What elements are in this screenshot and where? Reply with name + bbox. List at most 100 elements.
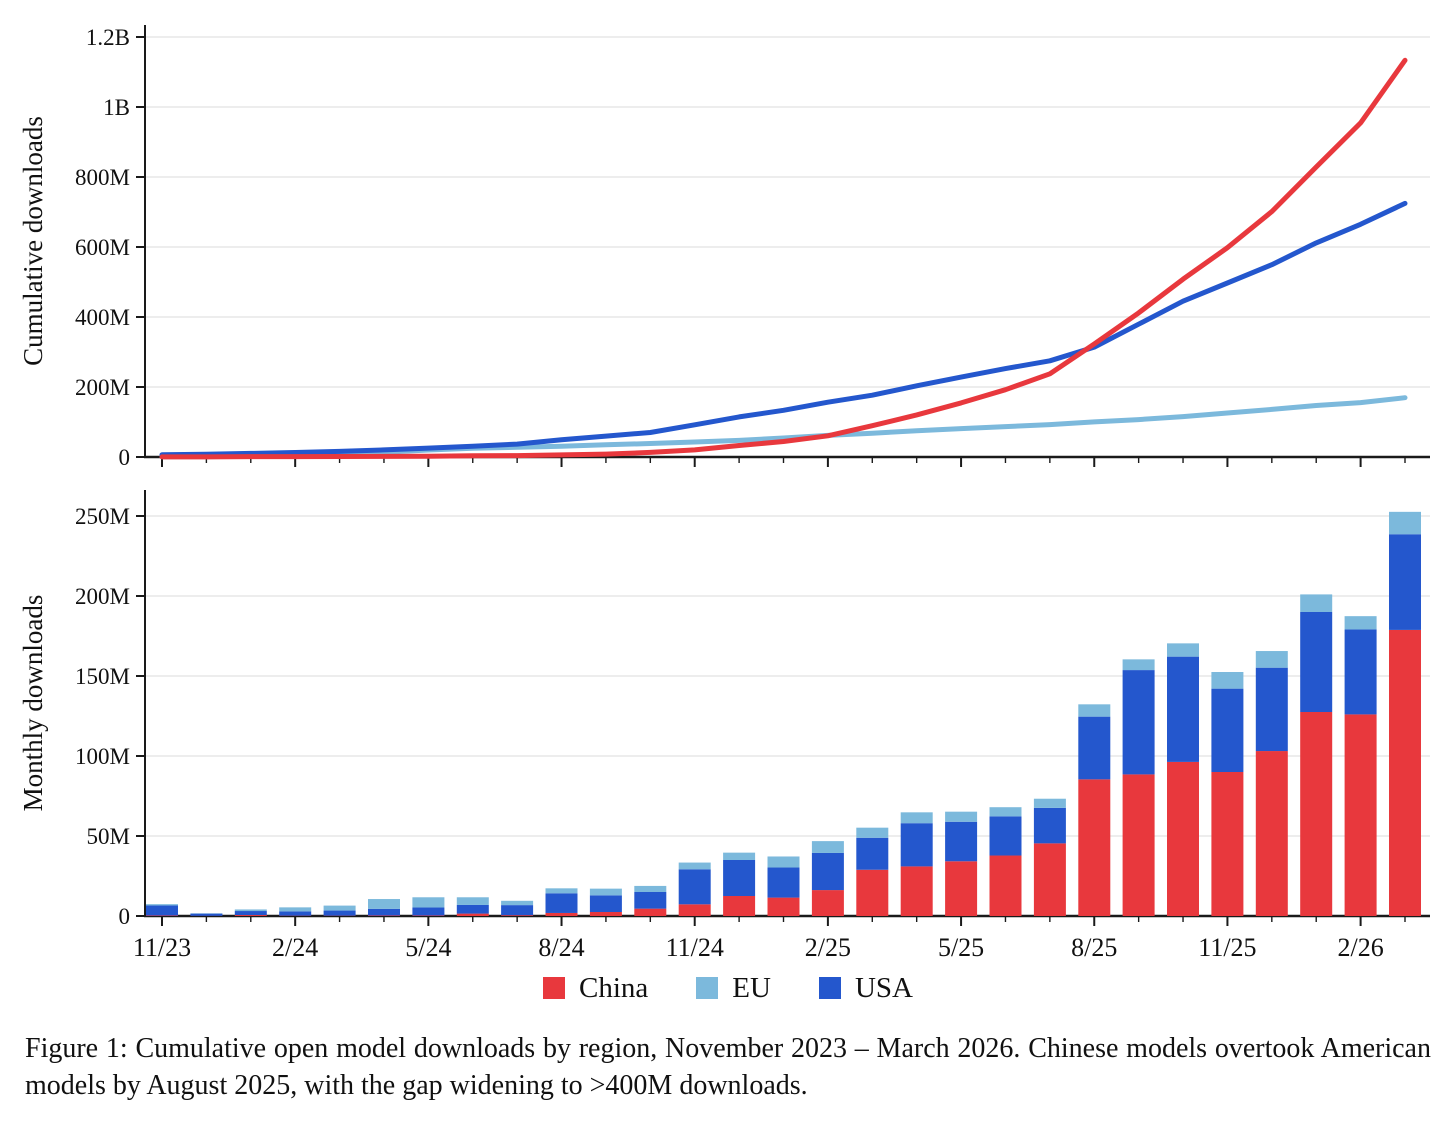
bar-segment-usa-3-26 — [1389, 534, 1421, 630]
bar-segment-china-3-25 — [856, 869, 889, 916]
bar-segment-usa-1-24 — [234, 911, 267, 916]
y-axis-title: Monthly downloads — [18, 595, 48, 812]
x-tick-label: 2/26 — [1337, 933, 1383, 962]
bar-segment-china-1-24 — [234, 915, 267, 916]
bar-segment-eu-7-24 — [501, 900, 534, 906]
bar-segment-usa-12-24 — [723, 860, 756, 896]
x-tick-label: 8/24 — [538, 933, 584, 962]
bar-segment-china-11-25 — [1211, 772, 1244, 916]
bar-segment-eu-5-24 — [412, 897, 445, 908]
bar-segment-china-11-24 — [678, 904, 711, 916]
x-tick-label: 11/25 — [1198, 933, 1256, 962]
y-tick-label: 1B — [103, 95, 130, 120]
china-color-swatch — [543, 977, 566, 999]
bar-segment-china-5-25 — [945, 861, 978, 916]
y-tick-label: 600M — [75, 235, 130, 260]
bar-segment-eu-6-25 — [989, 807, 1022, 817]
legend-label-china: China — [579, 971, 649, 1004]
usa-color-swatch — [818, 977, 841, 999]
bar-segment-usa-8-24 — [545, 893, 578, 913]
bar-segment-eu-10-25 — [1167, 643, 1199, 657]
bar-segment-china-12-24 — [723, 896, 756, 916]
bar-segment-eu-2-26 — [1344, 616, 1377, 630]
legend-item-eu: EU — [696, 971, 771, 1004]
bar-segment-eu-8-24 — [545, 888, 578, 894]
bar-segment-usa-11-24 — [678, 869, 711, 905]
bar-segment-china-6-24 — [456, 913, 489, 916]
bar-segment-usa-2-24 — [279, 911, 312, 916]
legend-label-usa: USA — [854, 971, 913, 1004]
chart-legend: China EU USA — [0, 966, 1456, 1010]
bar-segment-china-10-24 — [634, 908, 667, 916]
bar-segment-usa-7-24 — [501, 905, 534, 916]
bar-segment-china-4-25 — [900, 866, 933, 916]
y-tick-label: 250M — [75, 504, 130, 529]
x-tick-label: 11/23 — [133, 933, 191, 962]
bar-segment-eu-11-23 — [146, 904, 178, 906]
bar-segment-china-8-24 — [545, 912, 578, 916]
bar-segment-eu-4-25 — [900, 812, 933, 824]
bar-segment-eu-6-24 — [456, 897, 489, 905]
bar-segment-eu-3-25 — [856, 827, 889, 838]
y-tick-label: 400M — [75, 305, 130, 330]
bar-segment-china-8-25 — [1078, 779, 1111, 916]
bar-segment-china-10-25 — [1167, 761, 1199, 916]
bar-segment-eu-10-24 — [634, 885, 667, 892]
cumulative-line-usa — [159, 200, 1408, 458]
bar-segment-usa-4-25 — [900, 823, 933, 867]
bar-segment-usa-4-24 — [368, 908, 400, 916]
bar-segment-usa-6-25 — [989, 816, 1022, 856]
bar-segment-eu-3-24 — [323, 905, 356, 911]
x-tick-label: 8/25 — [1071, 933, 1117, 962]
bar-segment-usa-2-25 — [811, 852, 844, 891]
x-tick-label: 11/24 — [666, 933, 724, 962]
bar-segment-eu-7-25 — [1033, 798, 1066, 808]
bar-segment-usa-1-26 — [1300, 612, 1333, 712]
bar-segment-usa-8-25 — [1078, 716, 1111, 780]
bar-segment-eu-9-25 — [1122, 659, 1155, 671]
bar-segment-usa-10-24 — [634, 892, 667, 909]
bar-segment-usa-11-25 — [1211, 688, 1244, 772]
bar-segment-usa-3-24 — [323, 910, 356, 916]
bar-segment-eu-8-25 — [1078, 704, 1111, 717]
x-tick-label: 2/24 — [272, 933, 318, 962]
monthly-downloads-chart: 0 50M 100M 150M 200M 250M 11/23 2/24 5/24 8/24 11/… — [18, 490, 1430, 962]
cumulative-line-china — [159, 57, 1408, 460]
bar-segment-china-1-26 — [1300, 712, 1333, 916]
cumulative-downloads-chart: 0 200M 400M 600M 800M 1B 1.2B Cumulative downlo… — [18, 25, 1430, 470]
bar-segment-usa-5-25 — [945, 821, 978, 862]
bar-segment-usa-12-23 — [190, 913, 223, 916]
bar-segment-eu-11-25 — [1211, 672, 1244, 689]
figure-caption: Figure 1: Cumulative open model download… — [25, 1033, 1431, 1101]
bar-segment-eu-3-26 — [1389, 511, 1421, 535]
y-tick-label: 50M — [87, 824, 130, 849]
y-tick-label: 200M — [75, 584, 130, 609]
bar-segment-eu-9-24 — [589, 888, 622, 896]
bar-segment-eu-1-24 — [234, 909, 267, 912]
bar-segment-china-3-26 — [1389, 629, 1421, 916]
bar-segment-eu-11-24 — [678, 862, 711, 870]
bar-segment-usa-1-25 — [767, 867, 800, 898]
eu-color-swatch — [696, 977, 719, 999]
y-tick-label: 800M — [75, 165, 130, 190]
y-axis-title: Cumulative downloads — [18, 116, 48, 366]
legend-label-eu: EU — [732, 971, 771, 1004]
y-tick-label: 200M — [75, 375, 130, 400]
y-tick-label: 1.2B — [86, 25, 130, 50]
bar-segment-china-1-25 — [767, 897, 800, 916]
bar-segment-china-12-25 — [1255, 751, 1288, 916]
bar-segment-usa-9-25 — [1122, 670, 1155, 775]
bar-segment-eu-2-25 — [811, 841, 844, 853]
bar-segment-eu-12-24 — [723, 852, 756, 860]
bar-segment-eu-2-24 — [279, 907, 312, 912]
bar-segment-usa-5-24 — [412, 907, 445, 916]
bar-segment-usa-12-25 — [1255, 667, 1288, 752]
bar-segment-china-2-26 — [1344, 714, 1377, 916]
bar-segment-eu-1-26 — [1300, 594, 1333, 612]
bar-segment-usa-3-25 — [856, 837, 889, 870]
bar-segment-usa-10-25 — [1167, 656, 1199, 762]
x-tick-label: 2/25 — [805, 933, 851, 962]
bar-segment-usa-6-24 — [456, 904, 489, 914]
bar-segment-eu-1-25 — [767, 856, 800, 868]
